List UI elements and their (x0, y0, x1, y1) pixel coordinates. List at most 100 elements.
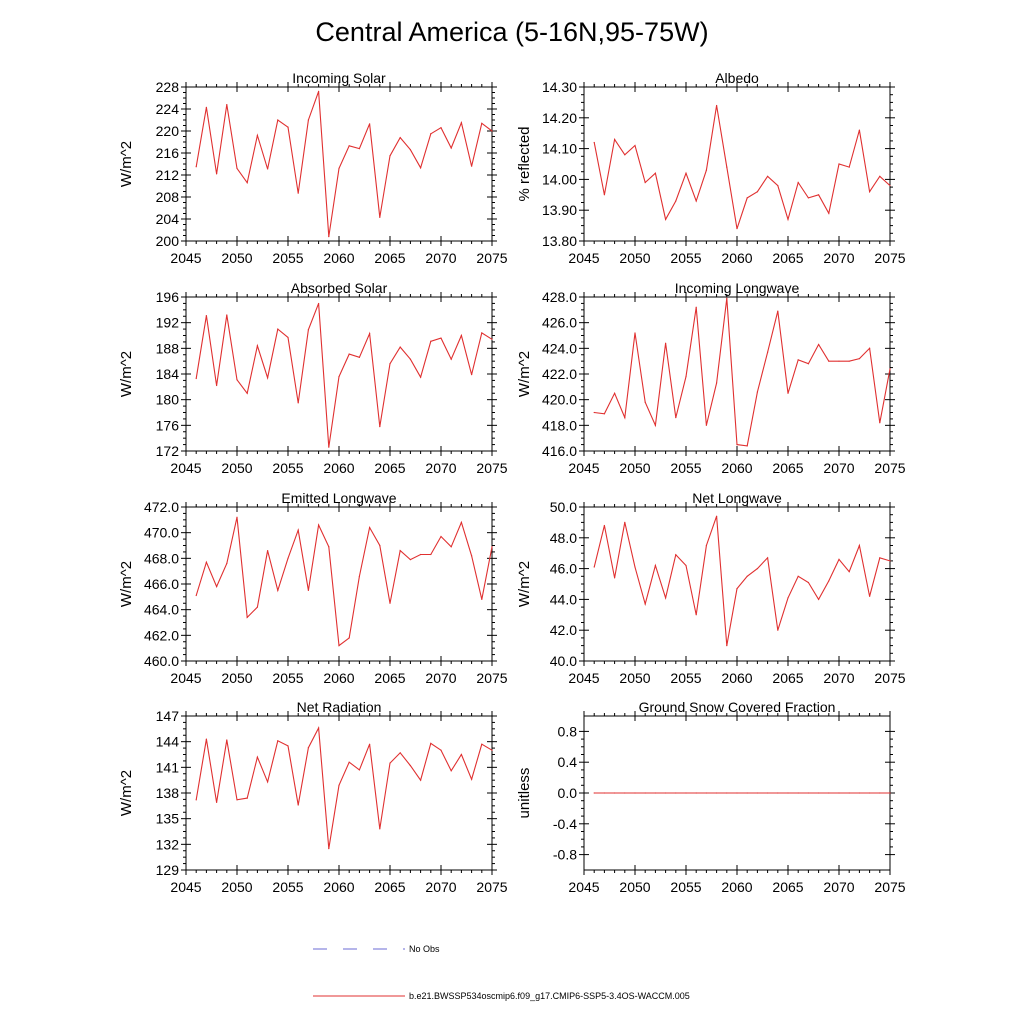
x-tick-label: 2070 (425, 879, 456, 895)
data-point (491, 130, 493, 132)
data-point (460, 122, 462, 124)
y-tick-label: 470.0 (144, 525, 179, 541)
data-point (828, 792, 830, 794)
data-point (624, 521, 626, 524)
panel-title: Net Radiation (297, 699, 382, 715)
y-tick-label: 192 (156, 315, 180, 331)
y-tick-label: -0.4 (553, 816, 577, 832)
data-point (481, 332, 483, 334)
data-point (226, 104, 228, 106)
data-point (654, 792, 657, 794)
data-point (287, 126, 289, 128)
data-point (736, 228, 738, 230)
y-tick-label: 424.0 (542, 340, 577, 356)
figure-title: Central America (5-16N,95-75W) (315, 17, 708, 47)
y-tick-label: 422.0 (542, 366, 577, 382)
data-point (746, 197, 748, 199)
data-point (756, 792, 759, 794)
data-point (746, 575, 748, 577)
data-point (450, 546, 452, 548)
y-tick-label: 184 (156, 366, 180, 382)
data-point (430, 742, 432, 744)
data-point (358, 575, 360, 577)
y-tick-label: 464.0 (144, 602, 179, 618)
y-axis-label: W/m^2 (118, 141, 135, 187)
data-point (787, 392, 789, 394)
data-point (746, 445, 748, 447)
data-point (430, 340, 432, 342)
data-point (358, 356, 360, 358)
y-tick-label: 200 (156, 233, 180, 249)
data-point (195, 377, 197, 380)
data-point (818, 598, 820, 601)
data-point (399, 346, 401, 348)
data-point (838, 360, 840, 362)
data-point (705, 792, 708, 794)
y-tick-label: 426.0 (542, 315, 577, 331)
data-point (328, 446, 330, 448)
data-point (787, 218, 789, 221)
y-tick-label: 420.0 (542, 392, 577, 408)
data-point (267, 781, 269, 783)
x-tick-label: 2045 (170, 670, 201, 686)
data-point (858, 792, 861, 794)
data-point (246, 797, 248, 799)
x-tick-label: 2055 (670, 670, 701, 686)
data-point (358, 769, 360, 771)
y-tick-label: 220 (156, 123, 180, 139)
data-point (246, 392, 248, 394)
data-point (307, 589, 309, 592)
y-tick-label: 460.0 (144, 653, 179, 669)
data-point (399, 550, 401, 552)
x-tick-label: 2070 (823, 670, 854, 686)
data-point (389, 363, 391, 365)
data-point (777, 629, 779, 631)
data-point (889, 368, 891, 370)
data-point (695, 306, 697, 308)
data-point (644, 181, 646, 184)
data-point (277, 328, 279, 330)
x-tick-label: 2070 (425, 250, 456, 266)
data-point (256, 756, 258, 758)
data-point (297, 402, 299, 404)
x-tick-label: 2055 (670, 879, 701, 895)
y-tick-label: 147 (156, 708, 180, 724)
data-point (777, 310, 779, 312)
data-point (603, 194, 606, 196)
data-point (297, 192, 299, 194)
data-point (318, 524, 320, 526)
x-tick-label: 2060 (721, 460, 752, 476)
data-point (879, 792, 881, 794)
x-tick-label: 2070 (823, 460, 854, 476)
data-point (256, 606, 258, 608)
y-tick-label: 212 (156, 167, 180, 183)
data-point (481, 598, 483, 601)
x-tick-label: 2060 (721, 670, 752, 686)
data-point (348, 145, 350, 147)
legend: No Obs b.e21.BWSSP534oscmip6.f09_g17.CMI… (313, 944, 690, 1001)
data-point (644, 792, 646, 794)
data-point (307, 119, 309, 121)
data-point (869, 191, 871, 193)
data-point (226, 314, 228, 316)
data-point (624, 417, 626, 419)
data-point (440, 749, 442, 751)
data-point (399, 137, 401, 139)
data-point (267, 168, 269, 170)
data-point (338, 167, 340, 169)
data-point (369, 526, 371, 529)
data-point (624, 792, 626, 794)
data-point (716, 792, 718, 794)
y-tick-label: 132 (156, 836, 180, 852)
data-point (614, 792, 616, 794)
legend-label-no-obs: No Obs (409, 944, 440, 954)
data-point (460, 521, 462, 524)
data-point (634, 144, 636, 147)
data-point (328, 546, 330, 548)
x-tick-label: 2050 (221, 670, 252, 686)
legend-label-model: b.e21.BWSSP534oscmip6.f09_g17.CMIP6-SSP5… (409, 991, 690, 1001)
data-point (277, 740, 279, 742)
data-point (787, 597, 789, 599)
data-point (797, 792, 799, 794)
data-point (205, 561, 207, 563)
